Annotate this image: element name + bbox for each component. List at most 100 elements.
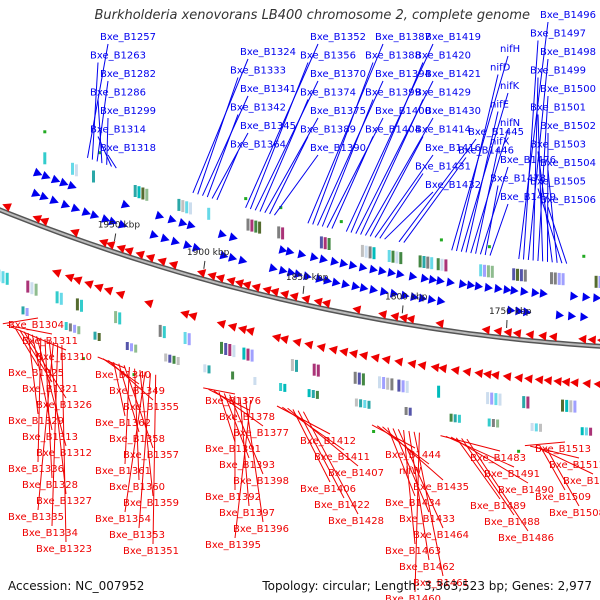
reverse-gene-arrow bbox=[124, 247, 134, 256]
forward-gene-arrow bbox=[186, 220, 196, 230]
reverse-gene-label: Bxe_B1397 bbox=[219, 508, 275, 519]
reverse-gene-arrow bbox=[417, 361, 427, 371]
cog-feature-block bbox=[114, 311, 118, 324]
reverse-gene-arrow bbox=[245, 327, 255, 336]
cog-feature-block bbox=[360, 244, 364, 257]
forward-gene-label: Bxe_B1318 bbox=[100, 143, 156, 154]
forward-gene-label: Bxe_B1476 bbox=[500, 155, 556, 166]
forward-callout-line bbox=[192, 58, 249, 194]
reverse-callout-line bbox=[455, 437, 501, 500]
forward-callout-line bbox=[249, 62, 309, 210]
reverse-callout-line bbox=[450, 436, 529, 484]
forward-gene-arrow bbox=[100, 214, 111, 223]
reverse-callout-line bbox=[218, 391, 236, 443]
cog-feature-block bbox=[253, 377, 257, 385]
reverse-gene-arrow bbox=[430, 363, 440, 373]
reverse-gene-arrow bbox=[370, 353, 380, 363]
cog-feature-block bbox=[183, 332, 187, 344]
forward-gene-arrow bbox=[446, 277, 455, 287]
forward-gene-label: Bxe_B1430 bbox=[425, 106, 481, 117]
forward-callout-line bbox=[547, 169, 558, 263]
reverse-callout-line bbox=[27, 333, 39, 415]
cog-feature-block bbox=[176, 357, 180, 365]
reverse-callout-line bbox=[2, 317, 39, 325]
cog-feature-block bbox=[390, 378, 394, 391]
forward-gene-arrow bbox=[268, 263, 278, 272]
reverse-callout-line bbox=[302, 411, 359, 515]
forward-gene-label: Bxe_B1257 bbox=[100, 32, 156, 43]
reverse-callout-line bbox=[540, 446, 566, 491]
forward-gene-arrow bbox=[410, 292, 419, 301]
forward-gene-arrow bbox=[400, 290, 410, 300]
forward-gene-label: nifX bbox=[490, 137, 510, 148]
callout-labels: Bxe_B1257 Bxe_B1263 Bxe_B1282 Bxe_B1286 Bxe_… bbox=[8, 10, 600, 600]
reverse-callout-line bbox=[535, 446, 594, 475]
reverse-callout-line bbox=[138, 373, 151, 529]
reverse-gene-label: Bxe_B1340 bbox=[95, 370, 151, 381]
forward-callout-line bbox=[245, 43, 319, 209]
cog-feature-block bbox=[494, 393, 498, 406]
reverse-callout-line bbox=[213, 390, 264, 427]
ruler-tick-label: 1850 kbp bbox=[286, 273, 329, 283]
backbone-arc-highlight bbox=[0, 208, 600, 348]
reverse-gene-arrow bbox=[227, 322, 238, 332]
cog-feature-block bbox=[316, 364, 320, 377]
cog-feature-block bbox=[80, 299, 83, 312]
reverse-callout-line bbox=[414, 432, 420, 593]
feature-layer bbox=[0, 130, 600, 453]
cog-feature-block bbox=[589, 427, 593, 436]
reverse-gene-arrow bbox=[481, 325, 491, 335]
forward-gene-arrow bbox=[108, 216, 118, 226]
cog-feature-block bbox=[187, 333, 191, 346]
reverse-callout-line bbox=[234, 399, 252, 539]
reverse-gene-arrow bbox=[543, 376, 552, 386]
reverse-callout-line bbox=[403, 430, 416, 545]
forward-gene-arrow bbox=[555, 310, 564, 320]
forward-gene-arrow bbox=[341, 279, 350, 289]
reverse-gene-label: Bxe_B1321 bbox=[22, 384, 78, 395]
reverse-gene-arrow bbox=[289, 292, 299, 302]
forward-gene-arrow bbox=[359, 283, 369, 292]
forward-gene-arrow bbox=[191, 242, 202, 252]
forward-gene-label: Bxe_B1324 bbox=[240, 47, 296, 58]
forward-gene-label: nifH bbox=[500, 44, 520, 55]
forward-gene-arrow bbox=[285, 246, 295, 256]
cog-feature-block bbox=[519, 269, 523, 282]
reverse-gene-arrow bbox=[207, 272, 217, 281]
cog-feature-block bbox=[250, 219, 254, 232]
cog-feature-block bbox=[177, 198, 181, 211]
reverse-gene-label: Bxe_B1511 bbox=[549, 460, 600, 471]
reverse-gene-arrow bbox=[328, 345, 338, 355]
cog-feature-block bbox=[26, 280, 30, 293]
feature-marker bbox=[244, 197, 248, 201]
forward-callout-line bbox=[527, 58, 549, 261]
forward-gene-label: Bxe_B1314 bbox=[90, 125, 146, 136]
reverse-gene-arrow bbox=[321, 299, 331, 309]
cog-feature-block bbox=[93, 331, 97, 340]
forward-gene-arrow bbox=[81, 207, 91, 216]
reverse-gene-arrow bbox=[197, 269, 207, 278]
forward-gene-arrow bbox=[466, 280, 476, 290]
reverse-gene-label: Bxe_B1311 bbox=[22, 336, 78, 347]
cog-feature-block bbox=[21, 306, 25, 315]
reverse-gene-label: Bxe_B1483 bbox=[470, 453, 526, 464]
cog-feature-block bbox=[59, 292, 63, 305]
backbone-layer bbox=[0, 207, 600, 349]
reverse-gene-arrow bbox=[570, 378, 579, 388]
forward-callout-line bbox=[384, 191, 434, 240]
reverse-gene-arrow bbox=[72, 276, 83, 285]
reverse-gene-arrow bbox=[438, 364, 447, 374]
forward-gene-arrow bbox=[567, 311, 577, 321]
accession-text: Accession: NC_007952 bbox=[8, 579, 145, 593]
forward-gene-label: Bxe_B1419 bbox=[425, 32, 481, 43]
forward-gene-label: Bxe_B1506 bbox=[540, 195, 596, 206]
reverse-gene-arrow bbox=[180, 310, 190, 319]
cog-feature-block bbox=[77, 326, 81, 335]
cog-feature-block bbox=[430, 257, 434, 270]
forward-gene-arrow bbox=[387, 267, 396, 277]
forward-gene-label: Bxe_B1505 bbox=[530, 177, 586, 188]
forward-gene-arrow bbox=[294, 269, 303, 278]
cog-feature-block bbox=[530, 423, 534, 431]
feature-marker bbox=[43, 130, 47, 134]
reverse-gene-arrow bbox=[462, 367, 472, 377]
